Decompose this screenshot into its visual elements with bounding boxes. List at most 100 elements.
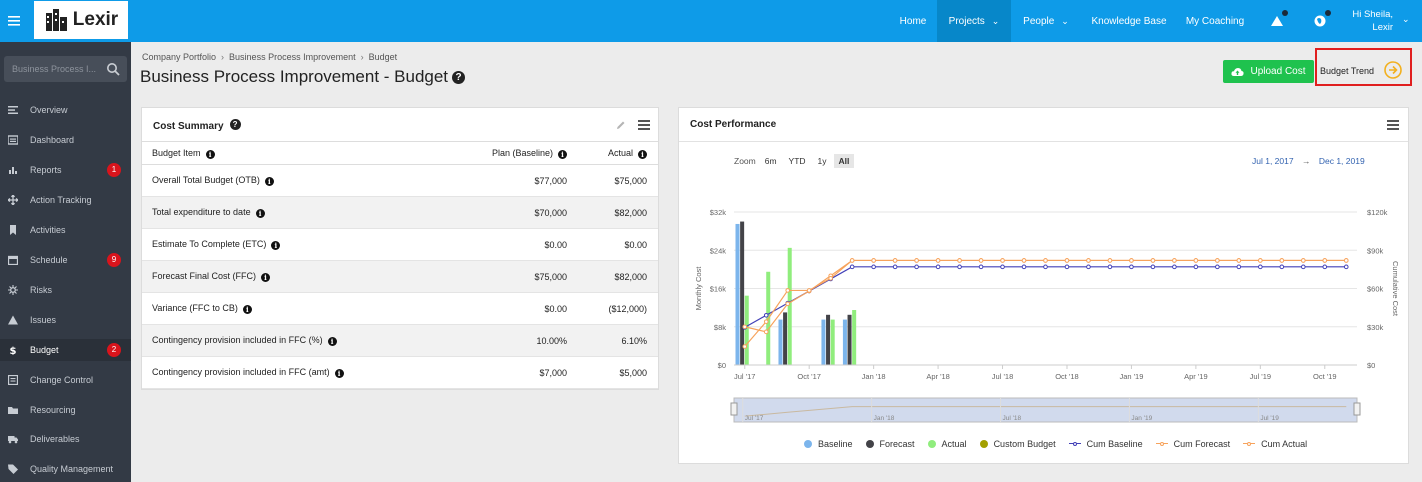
chart-menu-icon[interactable] [1387, 120, 1399, 130]
breadcrumb-current: Budget [368, 52, 398, 62]
info-icon[interactable]: i [271, 241, 281, 250]
pencil-icon[interactable] [615, 120, 626, 131]
nav-my-coaching[interactable]: My Coaching [1180, 0, 1250, 42]
card-menu-icon[interactable] [638, 120, 650, 130]
nav-home[interactable]: Home [891, 0, 935, 42]
info-icon[interactable]: i [558, 149, 567, 159]
navigator-left-handle[interactable] [730, 402, 738, 416]
sidebar-item-activities[interactable]: Activities [0, 219, 131, 241]
point-cum-actual [1343, 258, 1349, 263]
point-cum-baseline [871, 264, 876, 270]
point-cum-actual [1000, 258, 1005, 263]
search-icon[interactable] [106, 62, 120, 76]
sidebar-item-dashboard[interactable]: Dashboard [0, 129, 131, 151]
legend-item-custom-budget[interactable]: Custom Budget [979, 439, 1056, 449]
sidebar-item-label: Action Tracking [30, 195, 92, 205]
info-icon[interactable]: i [255, 209, 265, 218]
project-search[interactable]: Business Process I... [4, 56, 127, 82]
breadcrumb-project[interactable]: Business Process Improvement [229, 52, 356, 62]
arrow-right-circle-icon[interactable] [1384, 61, 1402, 79]
sidebar-item-budget[interactable]: $ Budget 2 [0, 339, 131, 361]
legend-item-cum-actual[interactable]: Cum Actual [1243, 439, 1307, 449]
legend-swatch [979, 440, 988, 448]
sidebar-item-schedule[interactable]: Schedule 9 [0, 249, 131, 271]
budget-item-cell: Contingency provision included in FFC (a… [142, 356, 453, 389]
navigator-tick-label: Jul '19 [1260, 415, 1279, 422]
nav-knowledge-base[interactable]: Knowledge Base [1085, 0, 1173, 42]
zoom-1y-button[interactable]: 1y [817, 156, 827, 166]
point-cum-actual [1322, 258, 1328, 263]
nav-people[interactable]: People ⌄ [1013, 0, 1079, 42]
x-tick-label: Jan '19 [1119, 372, 1143, 381]
sidebar-item-risks[interactable]: Risks [0, 279, 131, 301]
point-cum-baseline [1343, 264, 1349, 270]
info-icon[interactable]: i [264, 177, 274, 186]
overview-icon [8, 106, 18, 114]
help-icon[interactable]: ? [229, 119, 241, 130]
sidebar-item-quality-management[interactable]: Quality Management [0, 458, 131, 480]
alert-icon[interactable] [1270, 10, 1288, 28]
point-cum-baseline [1107, 264, 1113, 270]
point-cum-baseline [1300, 264, 1306, 270]
info-icon[interactable]: i [334, 369, 344, 378]
budget-item-cell: Estimate To Complete (ETC) i [142, 228, 453, 261]
point-cum-baseline [1193, 264, 1199, 270]
nav-projects[interactable]: Projects ⌄ [937, 0, 1011, 42]
info-icon[interactable]: i [638, 149, 647, 159]
sidebar-item-reports[interactable]: Reports 1 [0, 159, 131, 181]
info-icon[interactable]: i [205, 149, 215, 159]
point-cum-baseline [1086, 264, 1091, 270]
user-greeting[interactable]: Hi Sheila, Lexir [1349, 8, 1393, 34]
zoom-6m-button[interactable]: 6m [764, 156, 777, 166]
count-badge: 2 [107, 343, 121, 357]
point-cum-baseline [1000, 264, 1005, 270]
legend-item-actual[interactable]: Actual [927, 439, 967, 449]
upload-cost-button[interactable]: Upload Cost [1223, 60, 1314, 83]
chevron-down-icon[interactable]: ⌄ [1402, 14, 1410, 24]
info-icon[interactable]: i [242, 305, 252, 314]
sidebar-item-deliverables[interactable]: Deliverables [0, 428, 131, 450]
x-tick-label: Oct '18 [1055, 372, 1079, 381]
hamburger-menu-icon[interactable] [0, 0, 28, 42]
header-actual: Actual i [573, 141, 658, 165]
sidebar-item-resourcing[interactable]: Resourcing [0, 399, 131, 421]
zoom-all-button[interactable]: All [833, 154, 855, 168]
range-to[interactable]: Dec 1, 2019 [1318, 156, 1365, 166]
budget-trend-label: Budget Trend [1320, 66, 1375, 76]
point-cum-baseline [1150, 264, 1156, 270]
sidebar-item-change-control[interactable]: Change Control [0, 369, 131, 391]
range-from[interactable]: Jul 1, 2017 [1252, 156, 1294, 166]
actual-cell: $0.00 [573, 228, 658, 261]
legend-label: Cum Baseline [1086, 439, 1143, 449]
legend-item-baseline[interactable]: Baseline [804, 439, 853, 449]
legend-label: Cum Forecast [1173, 439, 1231, 449]
sidebar-item-issues[interactable]: Issues [0, 309, 131, 331]
upload-cost-label: Upload Cost [1250, 66, 1306, 77]
x-tick-label: Jul '17 [734, 372, 755, 381]
help-icon[interactable]: ? [452, 71, 466, 84]
budget-trend-link[interactable]: Budget Trend [1315, 48, 1412, 86]
point-cum-actual [1043, 258, 1048, 263]
navigator-right-handle[interactable] [1353, 402, 1361, 416]
cost-performance-card: Cost Performance Zoom 6m YTD 1y All Jul … [678, 107, 1409, 464]
breadcrumb-portfolio[interactable]: Company Portfolio [142, 52, 217, 62]
zoom-ytd-button[interactable]: YTD [788, 156, 806, 166]
sidebar-item-overview[interactable]: Overview [0, 99, 131, 121]
legend-item-cum-forecast[interactable]: Cum Forecast [1155, 439, 1231, 449]
bar-actual [744, 295, 749, 365]
cloud-upload-icon [1231, 67, 1245, 76]
search-input[interactable]: Business Process I... [12, 64, 97, 74]
legend-item-forecast[interactable]: Forecast [865, 439, 915, 449]
brand-logo[interactable]: Lexir [34, 1, 128, 39]
date-range[interactable]: Jul 1, 2017 → Dec 1, 2019 [1252, 156, 1365, 166]
sidebar-item-action-tracking[interactable]: Action Tracking [0, 189, 131, 211]
sidebar: Business Process I... Overview Dashboard R… [0, 42, 131, 482]
info-icon[interactable]: i [261, 273, 271, 282]
legend-swatch [1155, 440, 1168, 448]
legend-item-cum-baseline[interactable]: Cum Baseline [1068, 439, 1143, 449]
globe-icon[interactable] [1313, 10, 1331, 28]
info-icon[interactable]: i [327, 337, 337, 346]
point-cum-baseline [935, 264, 941, 270]
legend-swatch [804, 440, 812, 448]
y2-tick-label: $60k [1367, 285, 1384, 294]
